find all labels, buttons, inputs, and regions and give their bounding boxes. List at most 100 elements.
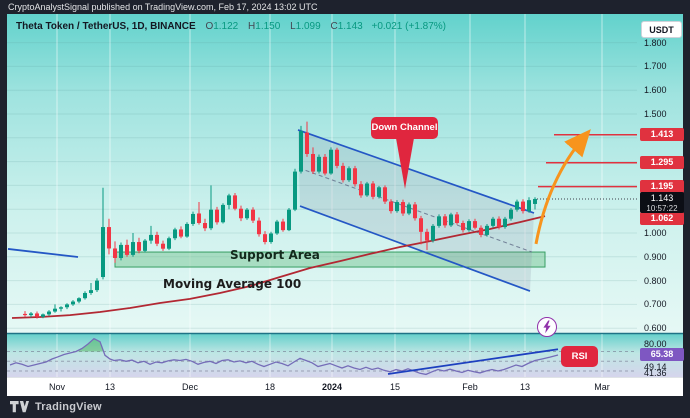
current-price-chip[interactable]: 1.143 10:57:22 (640, 191, 684, 213)
price-level-chip[interactable]: 1.195 (640, 180, 684, 194)
lightning-icon (543, 320, 551, 334)
candle-body (431, 225, 435, 241)
left-trendline (7, 248, 79, 258)
candle-body (347, 168, 351, 181)
candle-body (269, 233, 273, 243)
candle-body (233, 195, 237, 209)
candle-body (191, 213, 195, 224)
candle-body (143, 240, 147, 251)
price-axis-tick: 1.000 (644, 228, 667, 238)
candle-body (455, 214, 459, 224)
candle-body (413, 204, 417, 219)
candle-body (485, 225, 489, 235)
price-axis-tick: 1.800 (644, 37, 667, 48)
candle-body (383, 187, 387, 202)
projection-arrow (534, 129, 591, 245)
time-axis-tick: 13 (104, 382, 116, 392)
time-axis[interactable]: Nov 13 Dec 18 2024 15 Feb 13 Mar (7, 377, 683, 397)
open-value: 1.122 (213, 21, 239, 32)
channel-upper-line (297, 129, 535, 214)
chart-background (7, 14, 683, 377)
time-axis-tick: Nov (48, 382, 66, 392)
candle-body (131, 242, 135, 255)
price-level-chip[interactable]: 1.295 (640, 156, 684, 170)
candle-body (509, 209, 513, 219)
candle-body (497, 218, 501, 228)
candle-body (65, 304, 69, 308)
candle-body (23, 313, 27, 316)
price-axis-tick: 0.700 (644, 299, 667, 310)
candle-body (71, 301, 75, 305)
candle-body (329, 149, 333, 174)
down-channel-callout[interactable]: Down Channel (371, 117, 438, 139)
rsi-axis-tick: 41.36 (644, 368, 667, 379)
low-value: 1.099 (295, 21, 321, 32)
candle-body (95, 280, 99, 291)
candle-body (389, 201, 393, 212)
candle-body (47, 311, 51, 315)
price-level-chip[interactable]: 1.062 (640, 211, 684, 225)
rsi-axis-tick: 49.14 (644, 362, 667, 373)
close-value: 1.143 (337, 21, 363, 32)
candle-body (359, 184, 363, 196)
candle-body (149, 234, 153, 241)
symbol-title[interactable]: Theta Token / TetherUS, 1D, BINANCE (16, 21, 196, 32)
candle-body (221, 204, 225, 223)
currency-button[interactable]: USDT (641, 21, 682, 38)
close-label: C (330, 21, 338, 32)
candle-body (443, 216, 447, 226)
candle-body (491, 218, 495, 226)
candle-body (425, 231, 429, 241)
price-axis-tick: 1.600 (644, 85, 667, 96)
candle-body (377, 187, 381, 197)
candle-body (125, 244, 129, 255)
candle-body (215, 209, 219, 223)
candle-body (245, 209, 249, 219)
candle-body (323, 156, 327, 174)
candle-body (275, 221, 279, 234)
symbol-header: Theta Token / TetherUS, 1D, BINANCE O1.1… (16, 21, 446, 32)
candle-body (29, 313, 33, 316)
candle-body (167, 238, 171, 249)
time-axis-tick: 2024 (321, 382, 343, 392)
candle-body (371, 183, 375, 197)
candle-body (341, 165, 345, 181)
price-axis-tick: 1.500 (644, 109, 667, 119)
price-axis-tick: 0.900 (644, 251, 667, 262)
candle-body (287, 209, 291, 231)
candle-body (161, 243, 165, 249)
brand-name: TradingView (35, 401, 102, 413)
open-label: O (205, 21, 214, 32)
quick-trade-button[interactable] (537, 317, 557, 337)
candle-body (293, 171, 297, 210)
rsi-trendline (387, 348, 559, 375)
brand-bar: TradingView (0, 396, 690, 418)
candle-body (77, 298, 81, 302)
candle-body (179, 229, 183, 237)
candle-body (59, 307, 63, 309)
candle-body (467, 221, 471, 231)
candle-body (239, 208, 243, 219)
time-axis-tick: Dec (181, 382, 199, 392)
candle-body (89, 290, 93, 293)
candle-body (83, 292, 87, 299)
candle-body (101, 227, 105, 278)
rsi-line (9, 337, 559, 376)
candle-body (35, 313, 39, 317)
candle-body (473, 221, 477, 228)
candle-body (227, 195, 231, 205)
price-chart[interactable] (7, 14, 683, 377)
support-area-note[interactable]: Support Area (230, 248, 320, 262)
moving-average-note[interactable]: Moving Average 100 (163, 277, 302, 291)
rsi-value-chip[interactable]: 65.38 (640, 348, 684, 362)
candle-body (461, 223, 465, 231)
candle-body (527, 200, 531, 212)
candle-body (479, 227, 483, 235)
candle-body (515, 201, 519, 210)
candle-body (335, 149, 339, 166)
candle-body (317, 156, 321, 172)
price-level-chip[interactable]: 1.413 (640, 128, 684, 142)
candle-body (53, 308, 57, 312)
rsi-callout[interactable]: RSI (561, 346, 598, 367)
